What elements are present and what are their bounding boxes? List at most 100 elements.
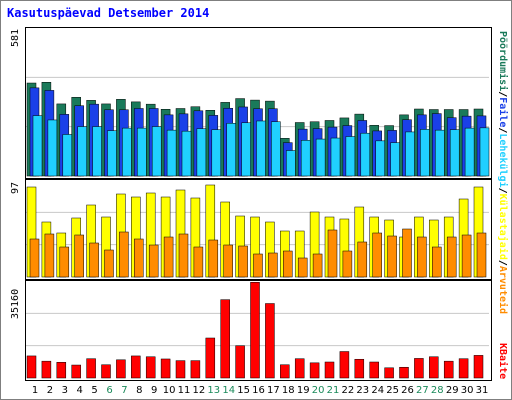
bar-arvuteid-day-19 [297,257,308,278]
x-tick-label: 9 [151,385,157,396]
bar-kbaite-day-26 [399,366,409,379]
bar-arvuteid-day-13 [208,239,219,278]
bar-lehekülgi-day-24 [375,140,385,177]
x-tick-label: 28 [431,385,444,396]
x-tick-label: 4 [77,385,83,396]
x-tick-label: 15 [237,385,250,396]
bar-lehekülgi-day-11 [181,130,192,177]
bar-arvuteid-day-22 [342,250,353,278]
bar-kbaite-day-1 [26,355,37,379]
bar-lehekülgi-day-30 [464,127,475,177]
bar-arvuteid-day-29 [446,236,457,278]
x-tick-label: 19 [297,385,310,396]
bar-kbaite-day-2 [41,360,52,379]
bar-lehekülgi-day-10 [166,129,177,177]
bar-lehekülgi-day-1 [32,115,43,177]
bar-kbaite-day-23 [354,358,365,379]
bar-arvuteid-day-21 [327,229,338,278]
bar-arvuteid-day-1 [29,238,40,278]
bar-kbaite-day-31 [473,355,484,379]
bar-arvuteid-day-30 [461,234,472,278]
bar-arvuteid-day-16 [253,253,263,278]
x-tick-label: 17 [267,385,280,396]
bar-lehekülgi-day-7 [122,127,132,177]
bar-lehekülgi-day-19 [300,140,311,177]
bar-kbaite-day-30 [458,358,469,379]
x-tick-label: 18 [282,385,295,396]
bar-arvuteid-day-9 [148,244,159,278]
bar-lehekülgi-day-3 [62,134,73,177]
x-tick-label: 3 [62,385,68,396]
x-tick-label: 27 [416,385,429,396]
bar-lehekülgi-day-5 [92,126,102,177]
bar-lehekülgi-day-31 [479,127,490,177]
bar-arvuteid-day-6 [104,249,114,278]
bar-kbaite-day-5 [86,358,96,379]
bar-arvuteid-day-26 [402,228,412,278]
bar-arvuteid-day-25 [387,235,397,278]
bar-lehekülgi-day-6 [107,130,117,177]
bar-kbaite-day-24 [369,361,379,379]
bar-arvuteid-day-24 [372,232,382,278]
bar-arvuteid-day-20 [312,253,323,278]
bar-lehekülgi-day-8 [137,127,147,177]
bar-lehekülgi-day-14 [226,123,236,177]
bar-arvuteid-day-31 [476,232,487,278]
bar-kbaite-day-12 [190,360,201,379]
bar-arvuteid-day-8 [134,238,144,278]
bar-kbaite-day-21 [324,361,335,379]
bar-lehekülgi-day-17 [271,121,281,177]
bar-kbaite-day-16 [250,282,260,379]
bar-arvuteid-day-7 [119,231,129,278]
bar-lehekülgi-day-16 [256,120,266,177]
bar-kbaite-day-20 [309,362,320,379]
x-tick-label: 30 [461,385,474,396]
x-tick-label: 25 [386,385,399,396]
x-tick-label: 23 [356,385,369,396]
bar-arvuteid-day-23 [357,241,368,278]
bar-kbaite-day-9 [145,356,156,379]
bar-kbaite-day-25 [384,367,394,379]
bar-lehekülgi-day-4 [77,126,87,177]
bar-arvuteid-day-2 [44,233,55,278]
x-tick-label: 2 [47,385,53,396]
bar-arvuteid-day-18 [283,250,293,278]
bar-lehekülgi-day-23 [360,132,371,177]
bar-kbaite-day-27 [414,358,424,379]
bar-lehekülgi-day-25 [390,142,400,177]
bar-lehekülgi-day-21 [330,137,341,177]
x-tick-label: 21 [327,385,340,396]
bar-arvuteid-day-4 [74,234,84,278]
bar-kbaite-day-18 [280,364,290,379]
bar-kbaite-day-7 [116,359,126,379]
bar-kbaite-day-11 [175,360,186,379]
bar-arvuteid-day-12 [193,246,204,278]
bar-kbaite-day-15 [235,345,245,379]
bar-kbaite-day-10 [160,358,171,379]
bar-arvuteid-day-17 [268,252,278,278]
x-tick-label: 11 [178,385,191,396]
bar-kbaite-day-8 [131,355,141,379]
chart-title: Kasutuspäevad Detsember 2014 [7,6,210,20]
bar-lehekülgi-day-28 [435,129,445,177]
bar-kbaite-day-3 [56,362,67,379]
x-tick-label: 8 [136,385,142,396]
x-tick-label: 10 [163,385,176,396]
bar-lehekülgi-day-22 [345,136,356,177]
bar-arvuteid-day-3 [59,246,70,278]
x-tick-label: 14 [222,385,235,396]
bar-kbaite-day-14 [220,299,230,379]
bar-lehekülgi-day-27 [420,129,430,177]
bar-kbaite-day-13 [205,337,216,379]
x-tick-label: 1 [32,385,38,396]
bar-lehekülgi-day-12 [196,128,207,177]
x-tick-label: 7 [121,385,127,396]
bar-lehekülgi-day-26 [405,131,415,177]
bar-arvuteid-day-10 [163,236,174,278]
bar-lehekülgi-day-13 [211,129,222,177]
bar-kbaite-day-29 [443,360,454,379]
x-tick-label: 29 [446,385,459,396]
x-tick-label: 6 [106,385,112,396]
